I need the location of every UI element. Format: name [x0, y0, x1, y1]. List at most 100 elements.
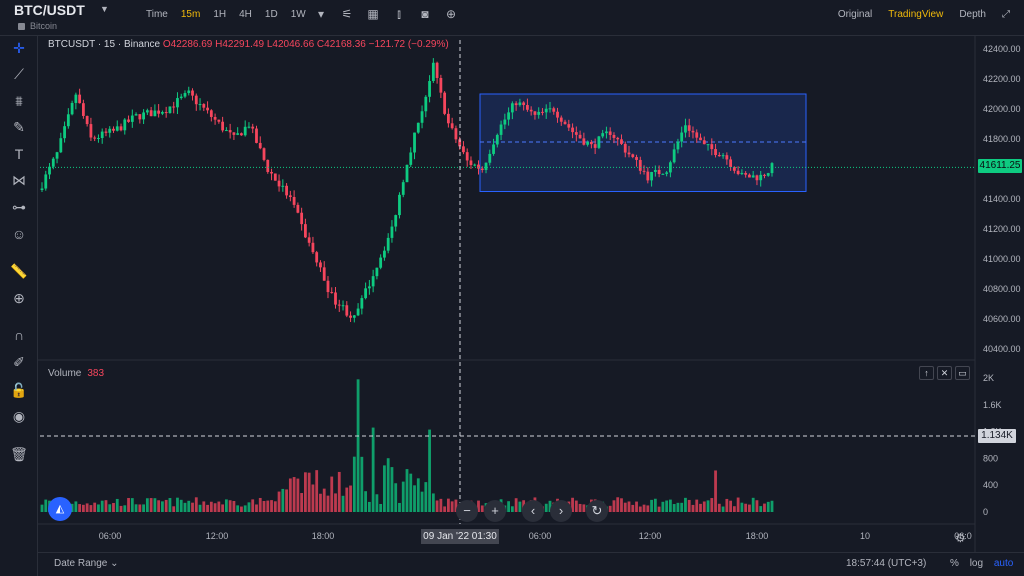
volume-bar [240, 506, 243, 512]
volume-bar [134, 504, 138, 512]
volume-bar [292, 477, 296, 512]
volume-bar [145, 498, 149, 512]
candle-body [552, 108, 556, 112]
volume-bar [766, 501, 770, 512]
candle-body [653, 169, 657, 173]
price-tick-label: 41200.00 [983, 224, 1021, 234]
candle-style-icon[interactable]: ⫾ [397, 7, 401, 21]
interval-1w[interactable]: 1W [290, 9, 306, 20]
candle-body [115, 126, 119, 131]
candles [40, 58, 774, 323]
candle-body [578, 134, 582, 139]
magnet-icon[interactable]: ∩ [13, 327, 25, 343]
chevron-down-icon[interactable]: ▾ [317, 7, 325, 21]
candle-body [431, 62, 435, 82]
fib-icon[interactable]: ⩩ [15, 93, 23, 109]
price-chart[interactable]: 42400.0042200.0042000.0041800.0041600.00… [38, 36, 1024, 552]
brush-icon[interactable]: ✎ [13, 119, 25, 135]
trash-icon[interactable]: 🗑 [10, 446, 28, 462]
tradingview-logo[interactable]: ◭ [48, 497, 72, 521]
candle-body [687, 125, 691, 131]
candle-body [469, 160, 473, 166]
candle-body [134, 114, 138, 116]
interval-1h[interactable]: 1H [213, 9, 227, 20]
eye-icon[interactable]: ◉ [12, 408, 26, 424]
interval-1d[interactable]: 1D [264, 9, 278, 20]
candle-body [383, 250, 386, 258]
interval-time[interactable]: Time [146, 9, 168, 20]
expand-icon[interactable]: ⤢ [1002, 9, 1010, 20]
zoom-icon[interactable]: ⊕ [13, 290, 25, 306]
rectangle-drawing[interactable] [479, 93, 807, 192]
candle-body [582, 138, 586, 145]
candle-body [721, 155, 725, 157]
volume-bar [714, 470, 717, 512]
gear-icon[interactable]: ⚙ [955, 531, 966, 545]
candle-body [416, 122, 420, 133]
candle-body [194, 95, 198, 105]
candle-body [593, 144, 597, 148]
crosshair-time-label: 09 Jan '22 01:30 [421, 529, 499, 544]
view-tradingview[interactable]: TradingView [888, 9, 944, 20]
lock-icon[interactable]: 🔓 [10, 382, 28, 398]
volume-bar [650, 499, 653, 512]
view-original[interactable]: Original [837, 9, 873, 20]
percent-toggle[interactable]: % [950, 558, 959, 569]
view-depth[interactable]: Depth [959, 9, 986, 20]
volume-bar [616, 497, 620, 512]
close-icon[interactable]: ✕ [937, 366, 952, 380]
layout-icon[interactable]: ▦ [367, 7, 379, 21]
reset-icon[interactable]: ↻ [586, 500, 608, 522]
candle-body [130, 115, 134, 122]
interval-15m[interactable]: 15m [180, 9, 201, 20]
candle-body [544, 108, 548, 113]
maximize-icon[interactable]: ▭ [955, 366, 970, 380]
date-range-button[interactable]: Date Range ⌄ [54, 558, 119, 569]
zoom-in-icon[interactable]: + [484, 500, 506, 522]
pair-selector[interactable]: BTC/USDT [14, 2, 85, 18]
volume-bar [665, 500, 669, 512]
volume-bar [127, 497, 130, 512]
text-icon[interactable]: T [14, 146, 24, 162]
volume-bar [319, 493, 322, 512]
current-price-label: 41611.25 [978, 159, 1022, 173]
time-tick-label: 06:00 [99, 531, 122, 541]
chart-tools: ▾ ⚟ ▦ ⫾ ◙ ⊕ [308, 7, 464, 22]
zoom-out-icon[interactable]: − [456, 500, 478, 522]
volume-bar [763, 503, 766, 512]
candle-body [665, 172, 669, 174]
volume-bar [228, 500, 232, 512]
ruler-icon[interactable]: 📏 [10, 263, 28, 279]
emoji-icon[interactable]: ☺ [11, 226, 27, 242]
candle-body [119, 126, 123, 131]
volume-bar [119, 505, 123, 512]
candle-body [292, 197, 296, 205]
auto-toggle[interactable]: auto [993, 558, 1014, 569]
rectangle-shape[interactable] [479, 93, 807, 192]
arrow-up-icon[interactable]: ↑ [919, 366, 934, 380]
volume-bar [571, 497, 574, 512]
candle-body [367, 286, 371, 289]
volume-bar [281, 488, 285, 512]
log-toggle[interactable]: log [969, 558, 984, 569]
chevron-down-icon[interactable]: ▼ [100, 4, 109, 14]
scroll-right-icon[interactable]: › [550, 500, 572, 522]
candle-body [319, 262, 322, 268]
trend-line-icon[interactable]: ⟋ [14, 66, 24, 82]
candle-body [352, 315, 356, 318]
candle-body [164, 112, 168, 114]
interval-4h[interactable]: 4H [239, 9, 252, 20]
crosshair-icon[interactable]: ✛ [13, 40, 25, 56]
pattern-icon[interactable]: ⋈ [12, 172, 26, 188]
screenshot-icon[interactable]: ◙ [421, 7, 429, 21]
candle-body [66, 114, 70, 127]
lock-drawing-icon[interactable]: ✐ [13, 354, 25, 370]
candle-body [40, 188, 44, 190]
add-icon[interactable]: ⊕ [445, 7, 457, 21]
prediction-icon[interactable]: ⊶ [12, 199, 26, 215]
candle-body [627, 152, 631, 155]
scroll-left-icon[interactable]: ‹ [522, 500, 544, 522]
indicators-icon[interactable]: ⚟ [341, 7, 353, 21]
candle-body [495, 134, 499, 145]
volume-bar [285, 489, 288, 512]
